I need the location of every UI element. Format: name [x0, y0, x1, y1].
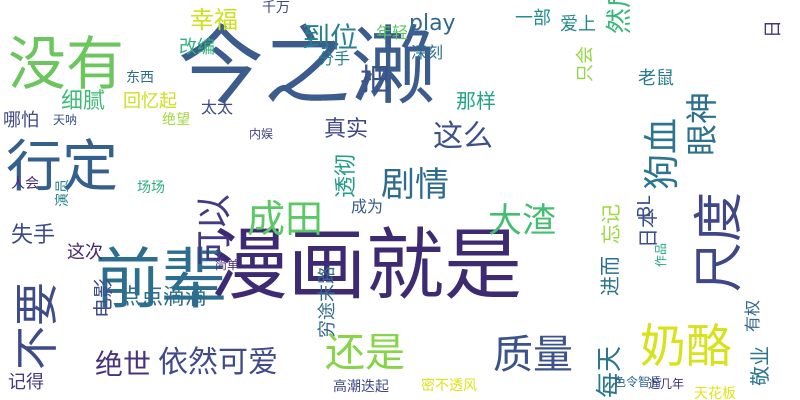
word-44: 老鼠 [638, 68, 674, 89]
word-32: 回忆起 [123, 91, 177, 112]
word-64: 场场 [137, 180, 165, 196]
word-50: 太太 [201, 98, 233, 117]
word-8: 质量 [493, 332, 573, 378]
word-28: 那样 [456, 89, 496, 113]
word-60: 千万 [262, 0, 290, 16]
word-14: 大渣 [488, 201, 556, 241]
word-54: 高潮迭起 [333, 378, 389, 395]
word-6: 奶酪 [640, 319, 732, 373]
word-27: 失手 [11, 223, 55, 248]
word-34: 这次 [67, 242, 103, 263]
word-26: 透彻 [334, 154, 359, 198]
word-68: 日 [763, 20, 784, 38]
word-21: 然后 [605, 0, 635, 34]
word-39: 哪怕 [3, 110, 39, 131]
word-67: BL [634, 196, 655, 218]
word-41: 爱上 [560, 14, 596, 35]
word-66: 东西 [126, 70, 154, 86]
word-55: 密不透风 [421, 377, 477, 394]
word-47: 分手 [318, 49, 350, 68]
word-35: 忘记 [599, 204, 623, 244]
word-52: 作品 [654, 243, 668, 267]
word-31: 改编 [179, 37, 215, 58]
word-2: 前辈 [95, 241, 227, 318]
word-17: 绝世 [95, 348, 151, 381]
word-20: 幸福 [190, 6, 238, 34]
word-51: 成为 [351, 197, 383, 216]
word-57: 天花板 [694, 386, 736, 400]
word-11: 狗血 [642, 118, 683, 190]
word-43: 只会 [575, 46, 596, 82]
word-61: 内娱 [249, 127, 273, 141]
word-36: 进而 [598, 256, 622, 296]
word-33: 电影 [91, 278, 115, 318]
word-16: 依然可爱 [158, 345, 278, 380]
word-62: 绝望 [162, 112, 190, 128]
word-48: 人会 [11, 176, 39, 192]
word-63: 天呐 [53, 113, 77, 127]
word-19: 到位 [302, 21, 358, 54]
word-42: 穷途末路 [317, 266, 338, 338]
word-5: 尺度 [690, 192, 748, 292]
word-3: 没有 [8, 30, 124, 98]
word-22: 细腻 [61, 89, 105, 114]
word-4: 行定 [6, 135, 118, 200]
word-9: 还是 [325, 330, 405, 376]
word-29: 把 [360, 63, 390, 98]
word-24: 每天 [595, 346, 625, 398]
word-25: 真实 [324, 117, 368, 142]
word-10: 成田 [247, 197, 323, 241]
word-58: 近几年 [648, 377, 684, 391]
word-1: 漫画就是 [210, 221, 522, 311]
word-30: play [409, 11, 456, 36]
word-49: 记得 [8, 372, 44, 393]
word-40: 一部 [515, 8, 551, 29]
word-59: 有权 [743, 300, 762, 332]
word-23: 点点滴滴 [119, 285, 207, 310]
word-12: 可以 [194, 194, 235, 266]
word-13: 剧情 [381, 165, 449, 205]
word-45: 深刻 [411, 43, 443, 62]
word-56: 色令智昏 [614, 374, 662, 389]
word-37: 日本 [636, 208, 660, 248]
word-46: 年轻 [376, 23, 408, 42]
word-0: 今之濑 [178, 17, 436, 117]
word-18: 这么 [433, 119, 493, 154]
word-65: 演员 [55, 179, 71, 207]
word-38: 敬业 [748, 346, 772, 386]
word-15: 眼神 [683, 92, 721, 156]
word-53: 简单 [215, 258, 239, 272]
word-7: 不要 [12, 282, 63, 370]
